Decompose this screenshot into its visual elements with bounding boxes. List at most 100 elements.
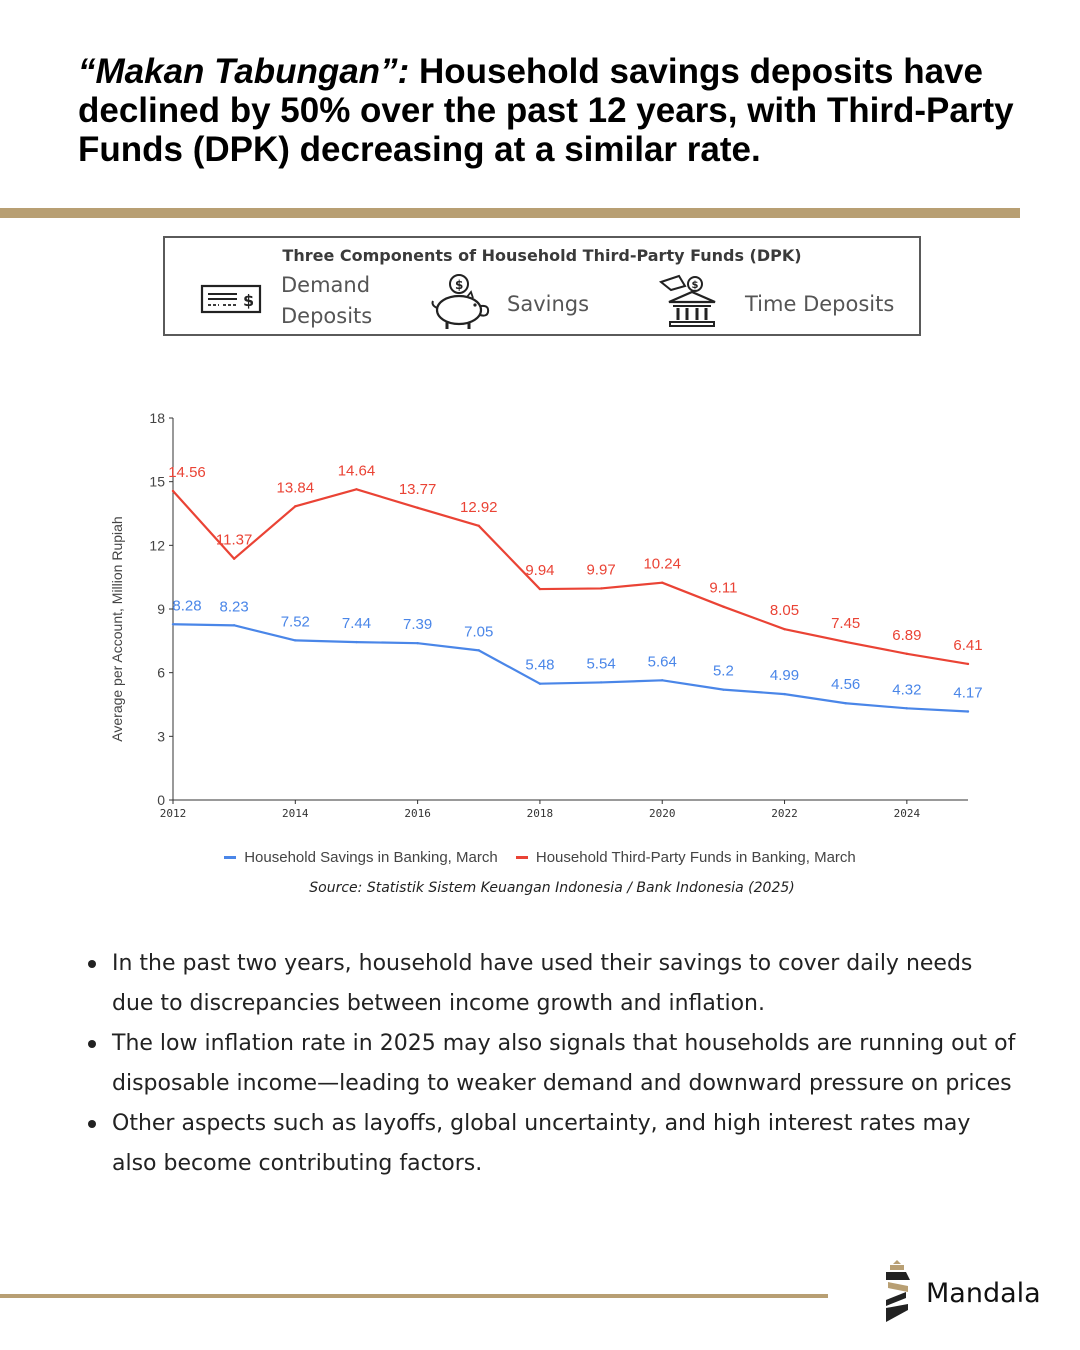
component-time-deposits: $ Time Deposits — [655, 274, 894, 334]
data-point — [783, 627, 786, 631]
bank-building-icon: $ — [655, 274, 721, 334]
bullet-item: In the past two years, household have us… — [86, 944, 1016, 1024]
bullet-list: In the past two years, household have us… — [86, 944, 1016, 1184]
data-point — [538, 587, 542, 591]
bullet-text: The low inflation rate in 2025 may also … — [112, 1031, 1016, 1096]
data-point — [538, 682, 542, 685]
data-label: 4.56 — [831, 676, 860, 693]
legend-item-savings: Household Savings in Banking, March — [224, 849, 498, 866]
data-point — [844, 640, 847, 644]
y-axis-label: Average per Account, Million Rupiah — [109, 516, 125, 741]
x-tick-label: 2014 — [282, 807, 309, 820]
x-tick-label: 2018 — [527, 807, 554, 820]
svg-text:$: $ — [243, 291, 254, 310]
piggy-bank-icon: $ — [427, 272, 493, 336]
data-label: 4.32 — [892, 681, 921, 698]
chart-legend: Household Savings in Banking, March Hous… — [0, 846, 1080, 866]
bullet-item: Other aspects such as layoffs, global un… — [86, 1104, 1016, 1184]
headline-rest: Household savings deposits have declined… — [78, 52, 1014, 169]
data-label: 6.41 — [953, 637, 982, 654]
data-point — [416, 506, 419, 509]
component-label: Savings — [507, 291, 590, 316]
data-point — [232, 624, 236, 627]
bottom-divider — [0, 1294, 828, 1298]
series-line-savings — [172, 623, 969, 713]
data-point — [477, 649, 480, 652]
data-label: 8.05 — [770, 602, 799, 619]
headline: “Makan Tabungan”: Household savings depo… — [78, 52, 1018, 169]
data-label: 7.45 — [831, 615, 860, 632]
data-label: 5.54 — [586, 655, 615, 672]
data-point — [966, 710, 970, 713]
data-label: 6.89 — [892, 627, 921, 644]
data-label: 9.94 — [525, 562, 554, 579]
data-point — [905, 652, 909, 655]
brand-name: Mandala — [926, 1277, 1041, 1309]
bullet-icon — [88, 1040, 96, 1048]
data-label: 12.92 — [460, 499, 498, 516]
line-chart: 0 3 6 9 12 15 18 2012 2014 2016 2018 2020 2022 2024 Av… — [109, 410, 983, 820]
data-label: 5.64 — [648, 653, 677, 670]
data-label: 13.77 — [399, 481, 437, 498]
bullet-text: In the past two years, household have us… — [112, 951, 973, 1016]
data-label: 14.64 — [338, 462, 376, 479]
data-point — [599, 681, 603, 684]
brand-logo: Mandala — [880, 1260, 1041, 1326]
data-label: 7.44 — [342, 615, 371, 632]
component-label-line1: Demand — [281, 273, 371, 297]
source-note: Source: Statistik Sistem Keuangan Indone… — [309, 880, 795, 896]
legend-swatch-red — [515, 856, 528, 859]
components-title: Three Components of Household Third-Part… — [282, 246, 802, 265]
chart-area: 0 3 6 9 12 15 18 2012 2014 2016 2018 2020 2022 2024 Av… — [0, 390, 1080, 830]
data-label: 7.39 — [403, 616, 432, 633]
data-point — [171, 623, 175, 626]
data-point — [232, 557, 236, 560]
data-point — [661, 679, 664, 682]
data-point — [294, 639, 297, 642]
data-point — [722, 688, 725, 691]
data-point — [783, 692, 786, 696]
data-point — [722, 605, 725, 608]
mandala-logo-icon — [880, 1260, 914, 1326]
cheque-icon: $ — [199, 282, 263, 320]
bullet-text: Other aspects such as layoffs, global un… — [112, 1111, 971, 1176]
data-point — [905, 707, 909, 710]
x-tick-label: 2022 — [771, 807, 798, 820]
y-tick-label: 0 — [157, 792, 165, 808]
headline-italic: “Makan Tabungan”: — [78, 52, 410, 91]
data-label: 8.23 — [220, 598, 249, 615]
bullet-icon — [88, 1120, 96, 1128]
y-tick-label: 12 — [149, 537, 165, 553]
data-point — [477, 524, 480, 528]
series-line-dpk — [172, 488, 969, 666]
data-label: 8.28 — [172, 597, 201, 614]
data-label: 9.97 — [586, 561, 615, 578]
data-label: 4.99 — [770, 667, 799, 684]
svg-text:$: $ — [692, 280, 699, 291]
top-divider — [0, 208, 1020, 218]
data-point — [355, 640, 358, 644]
x-tick-label: 2020 — [649, 807, 676, 820]
y-tick-label: 6 — [157, 665, 165, 681]
x-tick-label: 2024 — [894, 807, 921, 820]
data-point — [171, 489, 175, 493]
y-tick-label: 18 — [149, 410, 165, 426]
data-label: 14.56 — [168, 464, 206, 481]
legend-label: Household Third-Party Funds in Banking, … — [535, 849, 856, 866]
data-label: 10.24 — [643, 556, 681, 573]
legend-item-dpk: Household Third-Party Funds in Banking, … — [515, 849, 856, 866]
x-tick-label: 2012 — [160, 807, 187, 820]
legend-label: Household Savings in Banking, March — [244, 849, 498, 866]
data-point — [355, 488, 358, 491]
svg-text:$: $ — [455, 278, 463, 292]
component-savings: $ Savings — [427, 272, 589, 336]
data-label: 13.84 — [277, 479, 315, 496]
dpk-components-box: Three Components of Household Third-Part… — [163, 236, 921, 336]
data-point — [844, 702, 847, 705]
legend-swatch-blue — [224, 856, 237, 859]
component-demand-deposits: $ Demand Deposits — [199, 270, 372, 332]
data-point — [966, 662, 970, 666]
data-label: 9.11 — [709, 580, 737, 597]
data-label: 4.17 — [953, 685, 982, 702]
bullet-icon — [88, 960, 96, 968]
